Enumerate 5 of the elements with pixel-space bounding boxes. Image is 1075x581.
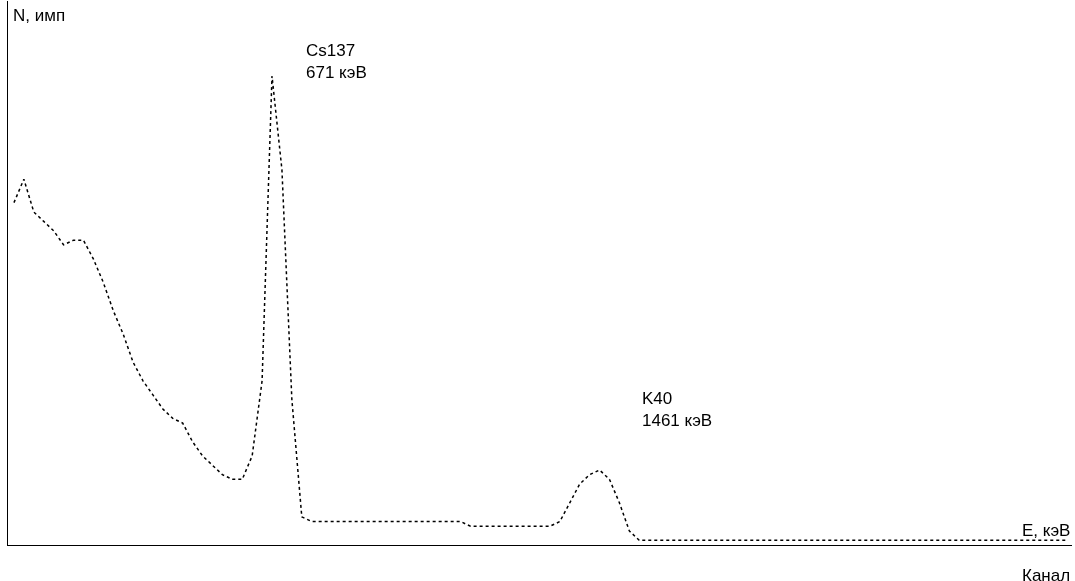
annotation: E, кэВ (1022, 521, 1071, 540)
x-axis-title: Канал (1022, 566, 1071, 581)
annotation: Cs137 671 кэВ (306, 41, 367, 83)
y-axis-title: N, имп (13, 6, 66, 25)
annotation: K40 1461 кэВ (642, 389, 713, 431)
